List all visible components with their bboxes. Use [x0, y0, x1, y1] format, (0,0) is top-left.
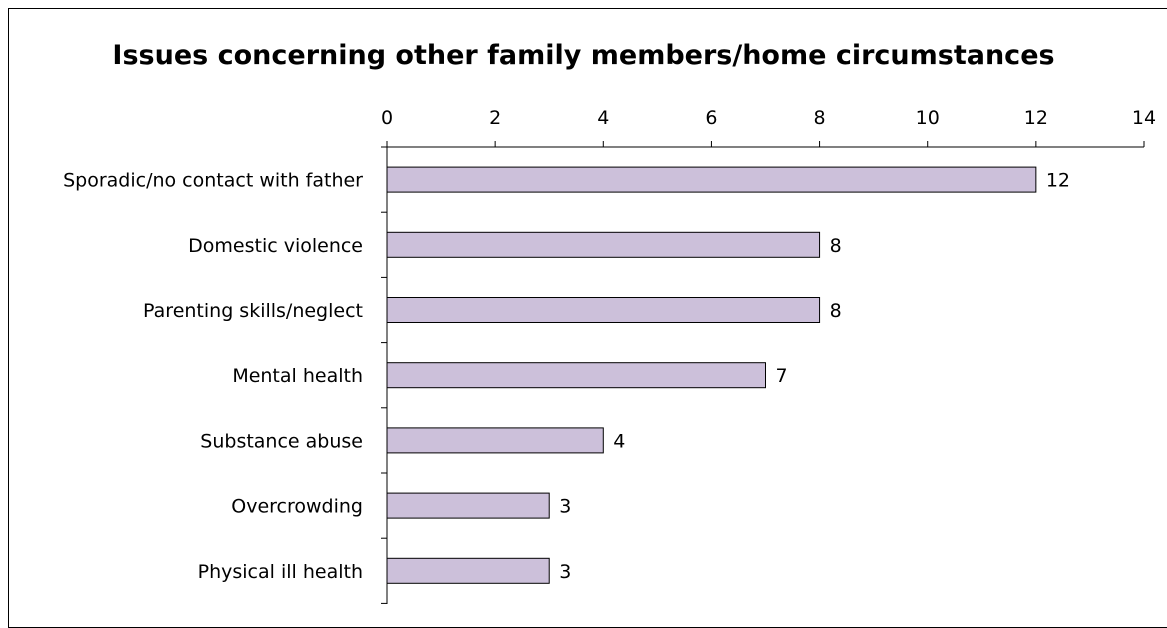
x-tick-label: 8 [814, 107, 826, 129]
data-label: 12 [1046, 170, 1070, 192]
bar [386, 297, 821, 323]
bar [386, 427, 604, 454]
category-label: Mental health [232, 365, 363, 387]
x-tick-label: 10 [916, 107, 940, 129]
bar [386, 166, 1037, 193]
category-label: Physical ill health [198, 561, 363, 583]
category-label: Substance abuse [200, 430, 363, 452]
category-label: Domestic violence [188, 235, 363, 257]
x-tick-label: 12 [1024, 107, 1048, 129]
bar [386, 492, 550, 519]
x-tick-label: 0 [381, 107, 393, 129]
data-label: 3 [559, 496, 571, 518]
data-label: 8 [830, 235, 842, 257]
category-label: Sporadic/no contact with father [63, 170, 363, 192]
category-label: Parenting skills/neglect [143, 300, 363, 322]
bar [386, 557, 550, 584]
bar [386, 231, 821, 258]
x-tick-label: 14 [1132, 107, 1156, 129]
chart-title: Issues concerning other family members/h… [112, 40, 1055, 71]
bar [386, 362, 766, 389]
data-label: 4 [613, 430, 625, 452]
data-label: 7 [776, 365, 788, 387]
x-tick-label: 2 [489, 107, 501, 129]
data-label: 3 [559, 561, 571, 583]
category-label: Overcrowding [231, 496, 363, 518]
x-tick-label: 4 [597, 107, 609, 129]
bar-chart: 0 2 4 6 8 10 12 14 Sporadic/no contact with fath… [63, 107, 1156, 604]
data-label: 8 [830, 300, 842, 322]
x-tick-label: 6 [705, 107, 717, 129]
